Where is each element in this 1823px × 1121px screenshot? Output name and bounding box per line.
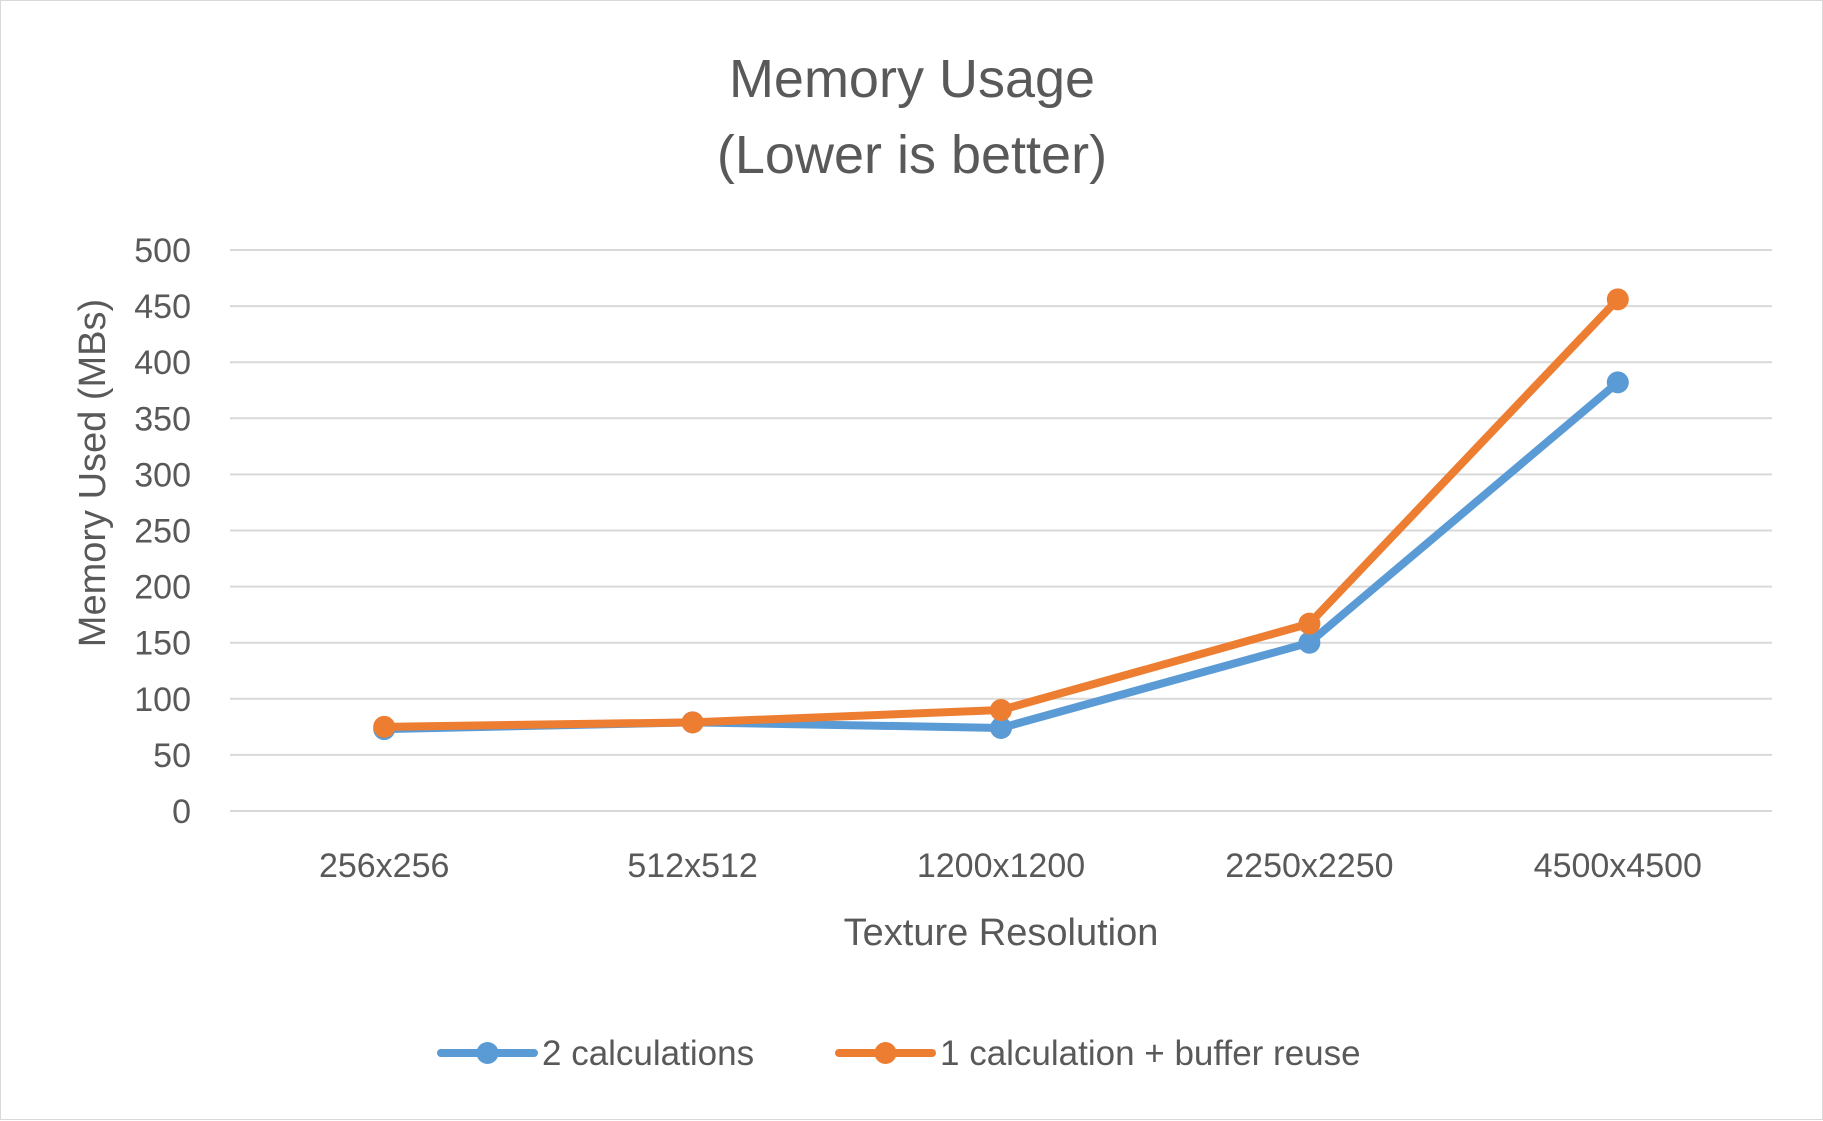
y-tick-label: 0: [172, 793, 191, 831]
y-tick-label: 100: [134, 681, 191, 719]
y-tick-label: 300: [134, 456, 191, 494]
chart-title-line-1: Memory Usage: [729, 49, 1095, 109]
y-tick-label: 200: [134, 569, 191, 607]
y-axis-title: Memory Used (MBs): [72, 299, 114, 647]
x-tick-label: 1200x1200: [917, 847, 1085, 885]
data-point: [1298, 612, 1321, 635]
data-point: [681, 711, 704, 734]
y-tick-label: 350: [134, 400, 191, 438]
data-point: [990, 716, 1012, 739]
y-axis-tick-labels: 0 50 100 150 200 250 300 350 400 450 500: [134, 232, 191, 831]
data-point: [1298, 631, 1321, 654]
series-2: [373, 288, 1629, 738]
data-point: [990, 699, 1012, 722]
gridlines: [230, 249, 1772, 812]
y-tick-label: 450: [134, 288, 191, 326]
legend-label: 2 calculations: [542, 1034, 754, 1073]
data-point: [1606, 371, 1629, 394]
y-tick-label: 150: [134, 625, 191, 663]
series-1: [373, 371, 1629, 741]
y-tick-label: 250: [134, 513, 191, 551]
y-tick-label: 50: [153, 737, 191, 775]
legend-marker: [874, 1042, 897, 1064]
data-point: [1606, 288, 1629, 311]
chart-title: Memory Usage (Lower is better): [717, 49, 1107, 185]
x-tick-label: 4500x4500: [1534, 847, 1702, 885]
y-tick-label: 400: [134, 344, 191, 382]
x-axis-tick-labels: 256x256 512x512 1200x1200 2250x2250 4500x450…: [319, 847, 1702, 885]
data-point: [373, 715, 396, 738]
x-axis-title: Texture Resolution: [844, 912, 1159, 954]
legend-marker: [476, 1042, 499, 1064]
series-line: [380, 295, 1622, 731]
legend: 2 calculations 1 calculation + buffer reu…: [437, 1034, 1361, 1073]
x-tick-label: 256x256: [319, 847, 449, 885]
chart-title-line-2: (Lower is better): [717, 125, 1107, 185]
y-tick-label: 500: [134, 232, 191, 270]
x-tick-label: 512x512: [627, 847, 757, 885]
legend-item-1: 2 calculations: [437, 1034, 754, 1073]
series-line: [380, 378, 1622, 734]
legend-label: 1 calculation + buffer reuse: [940, 1034, 1361, 1073]
legend-item-2: 1 calculation + buffer reuse: [835, 1034, 1361, 1073]
x-tick-label: 2250x2250: [1225, 847, 1393, 885]
series-lines: [373, 288, 1629, 741]
